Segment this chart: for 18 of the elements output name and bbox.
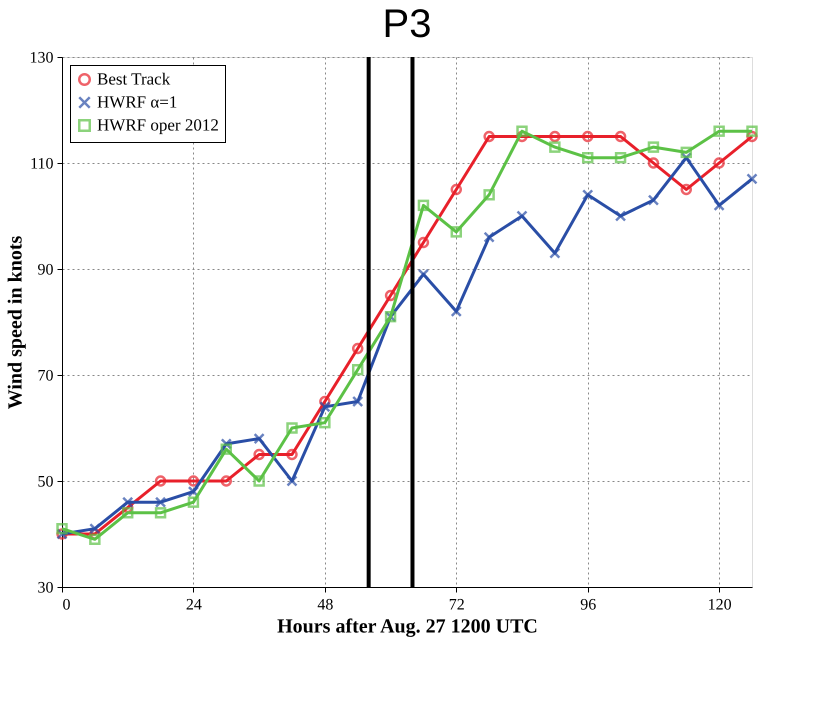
y-tick-label: 30 xyxy=(38,580,54,596)
x-tick-label: 72 xyxy=(448,596,465,614)
y-tick-label: 90 xyxy=(38,262,54,278)
legend-label: Best Track xyxy=(97,70,171,88)
chart-title: P3 xyxy=(382,2,432,46)
y-tick-label: 50 xyxy=(38,474,54,490)
y-axis-title: Wind speed in knots xyxy=(4,235,26,410)
x-tick-label: 24 xyxy=(186,596,202,614)
y-tick-label: 110 xyxy=(30,156,54,172)
x-tick-label: 120 xyxy=(708,596,732,614)
x-tick-label: 48 xyxy=(317,596,334,614)
x-axis-title: Hours after Aug. 27 1200 UTC xyxy=(277,616,538,638)
x-tick-label: 96 xyxy=(580,596,596,614)
legend-label: HWRF α=1 xyxy=(97,92,178,112)
y-tick-label: 130 xyxy=(30,50,54,66)
x-tick-label: 0 xyxy=(62,596,70,614)
y-tick-label: 70 xyxy=(38,368,54,384)
legend-label: HWRF oper 2012 xyxy=(97,116,219,134)
